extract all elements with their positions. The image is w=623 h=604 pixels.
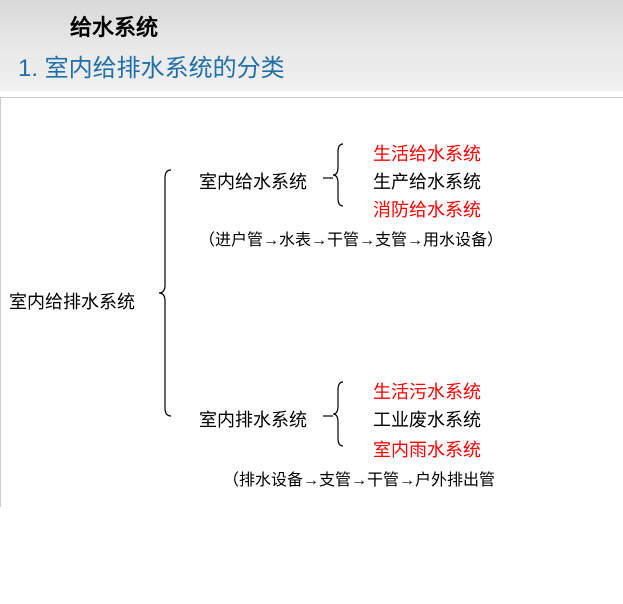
page-title: 给水系统 [0, 10, 623, 42]
diagram-area: 室内给排水系统 室内给水系统 生活给水系统 生产给水系统 消防给水系统 （进户管… [0, 97, 623, 507]
header-area: 给水系统 1. 室内给排水系统的分类 [0, 0, 623, 91]
dash-connector [1, 98, 623, 604]
section-heading: 1. 室内给排水系统的分类 [0, 48, 623, 83]
